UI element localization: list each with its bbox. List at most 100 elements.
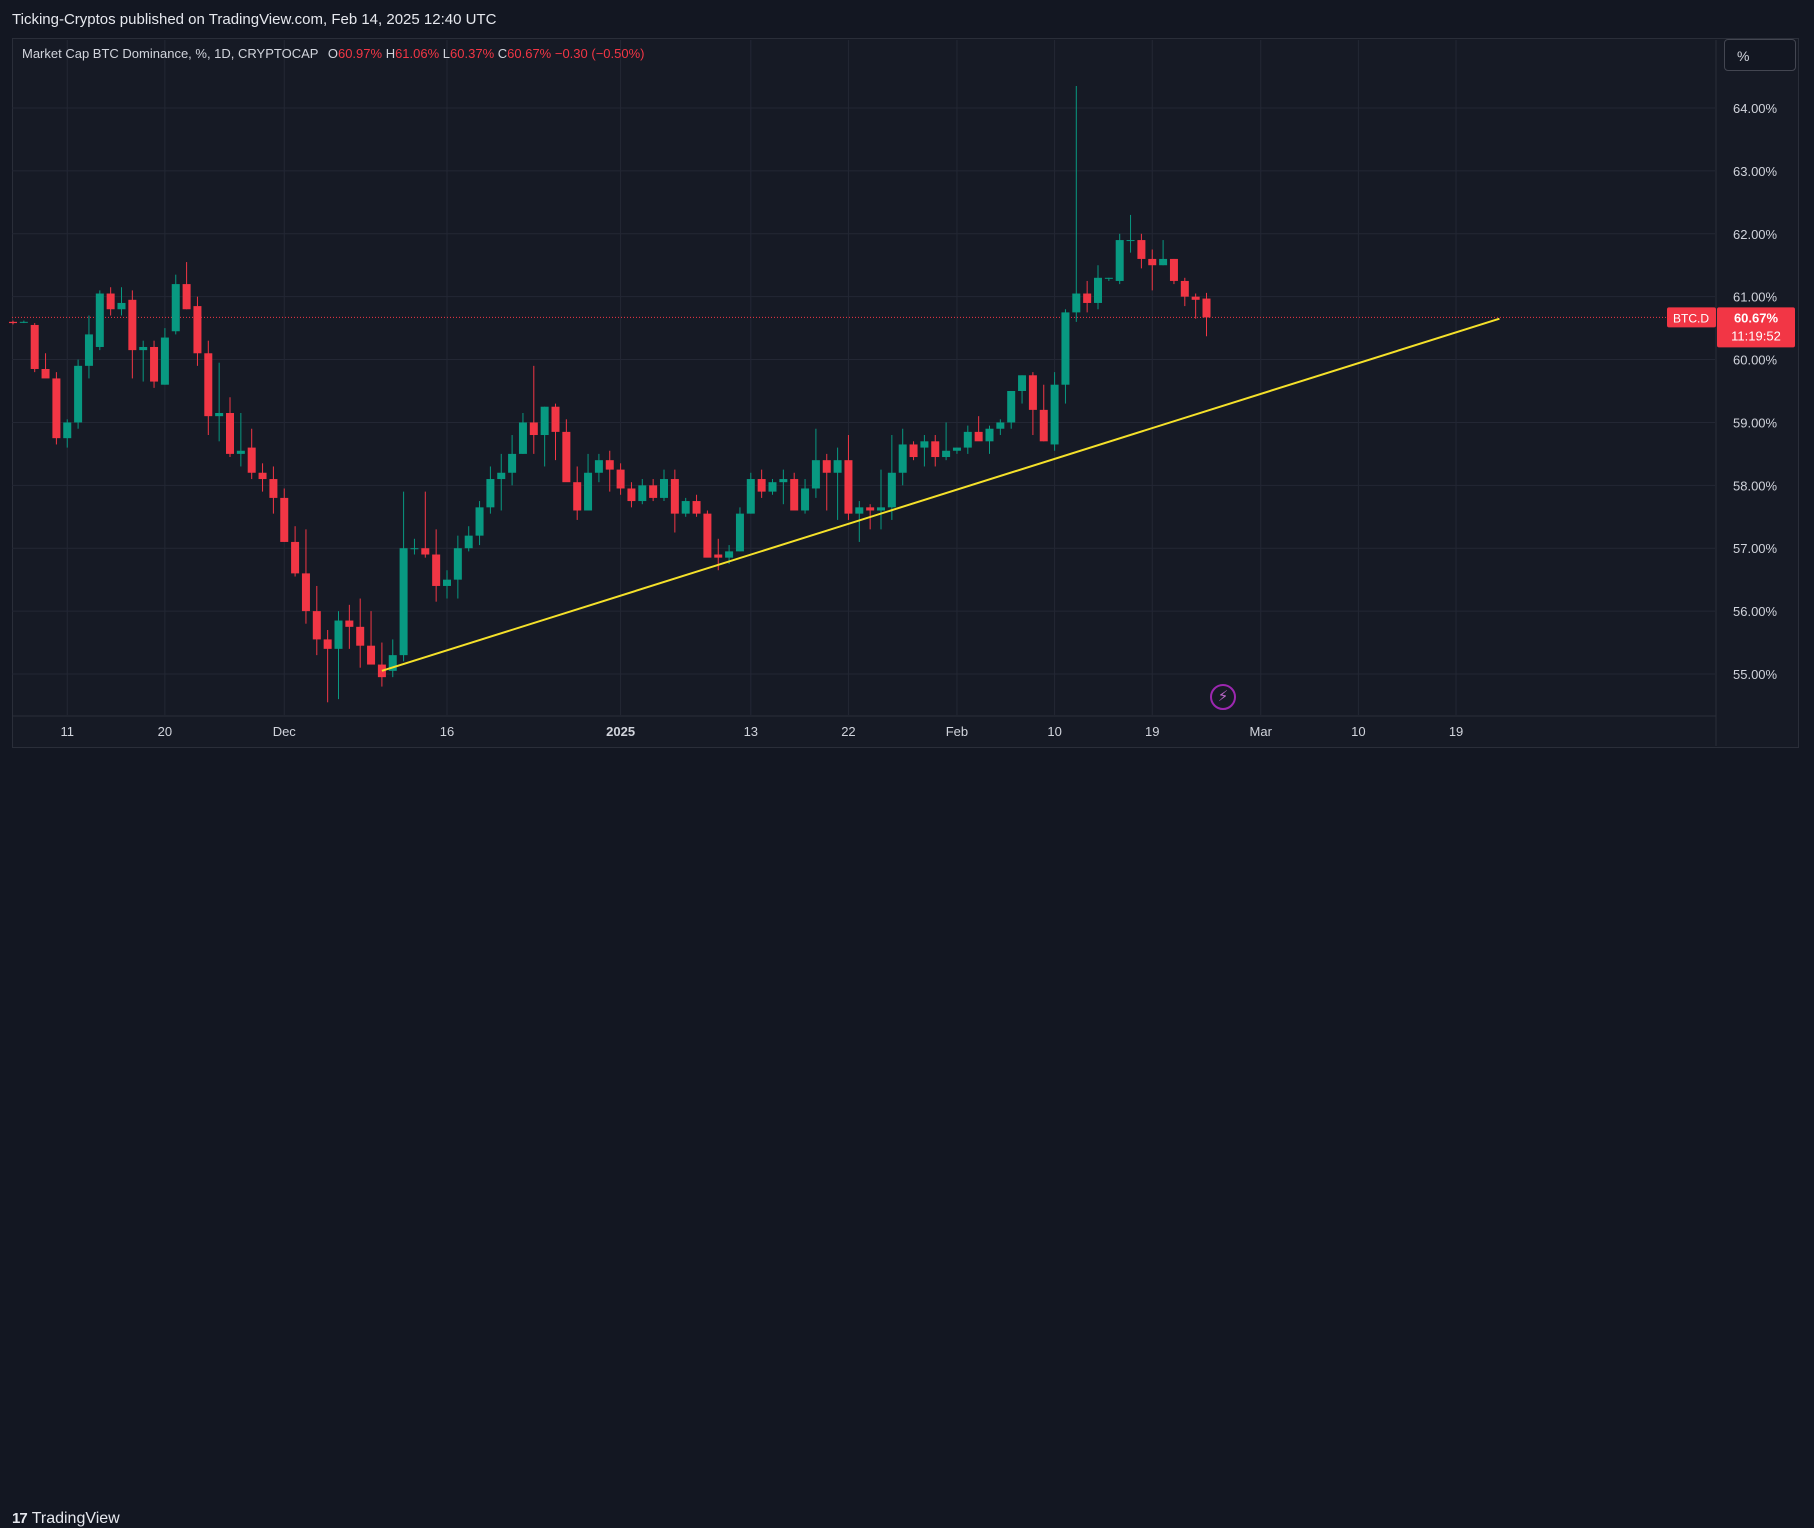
tradingview-brand: TradingView [31,1510,120,1527]
y-tick-label: 60.00% [1733,353,1778,368]
price-scale-unit-button[interactable]: % [1724,39,1796,71]
candle-body [942,450,951,458]
candle-body [258,472,267,480]
candle-body [681,501,690,514]
candle-body [204,353,213,417]
candle-body [1169,258,1178,281]
candle-body [725,551,734,558]
symbol-tag: BTC.D [1673,311,1709,325]
candle-body [1202,298,1211,318]
candle-body [41,368,50,379]
x-tick-label: Feb [946,724,968,739]
candle-body [356,626,365,646]
candle-body [1104,277,1113,279]
candle-body [866,507,875,511]
candle-body [703,513,712,558]
symbol-tag-bg [1667,307,1716,328]
x-tick-label: 16 [440,724,454,739]
candle-body [291,541,300,574]
candle-body [551,406,560,432]
candle-body [768,482,777,492]
x-tick-label: 19 [1449,724,1463,739]
candle-body [247,447,256,473]
candle-body [1137,240,1146,259]
candle-body [9,321,17,324]
candle-body [844,460,853,514]
candle-body [877,507,885,511]
price-tag-bg [1717,307,1795,348]
candle-body [160,337,169,385]
candle-body [443,579,451,586]
candle-body [1018,375,1027,391]
candle-body [367,645,376,665]
candle-body [128,299,137,351]
candle-body [30,324,39,369]
chart-pane[interactable] [12,38,1799,748]
candle-body [486,479,495,508]
candle-body [1094,277,1102,303]
candle-body [1191,296,1200,300]
candle-body [1061,312,1070,385]
candle-body [996,422,1005,429]
candle-body [117,302,126,310]
lightning-icon[interactable]: ⚡ [1210,684,1236,710]
y-tick-label: 61.00% [1733,290,1778,305]
legend-symbol: Market Cap BTC Dominance, %, 1D, CRYPTOC… [22,46,319,61]
candle-body [855,507,864,514]
x-tick-label: 20 [158,724,172,739]
candle-body [410,548,419,550]
candle-body [735,513,744,552]
candle-body [931,441,940,458]
candle-body [974,431,983,442]
x-tick-label: 10 [1351,724,1365,739]
candle-body [963,431,972,448]
x-tick-label: 22 [841,724,855,739]
candle-body [226,413,234,454]
candle-body [421,548,430,555]
candle-body [432,554,441,586]
candle-body [171,284,180,332]
x-tick-label: 13 [744,724,758,739]
symbol-legend: Market Cap BTC Dominance, %, 1D, CRYPTOC… [22,46,644,61]
legend-low-label: L [442,46,451,61]
candle-body [475,507,484,536]
price-tag-value: 60.67% [1734,310,1779,325]
candle-body [909,444,918,458]
legend-high-value: 61.06% [395,46,440,61]
legend-change: −0.30 (−0.50%) [554,46,645,61]
legend-low-value: 60.37% [450,46,495,61]
candle-body [714,554,723,558]
candle-body [508,453,517,473]
candlestick-chart[interactable]: 55.00% 56.00% 57.00% 58.00% 59.00% 60.00% 61.0… [0,0,1814,748]
candle-body [746,479,755,514]
candle-body [345,620,354,627]
y-tick-label: 64.00% [1733,101,1778,116]
candle-body [334,620,343,649]
candle-body [822,460,831,473]
candle-body [952,447,961,451]
candle-body [529,422,538,436]
y-tick-label: 59.00% [1733,415,1778,430]
candle-body [453,548,462,580]
y-tick-label: 63.00% [1733,164,1778,179]
tradingview-logo[interactable]: 17 TradingView [12,1510,120,1528]
candle-body [616,469,625,489]
candle-body [323,639,332,649]
candle-body [84,334,93,366]
legend-close-label: C [497,46,508,61]
candle-body [1115,240,1124,281]
tradingview-logo-icon: 17 [12,1510,28,1527]
candle-body [594,460,603,473]
candle-body [63,422,72,439]
candle-body [1039,409,1048,442]
candle-body [692,501,701,514]
candle-body [497,472,506,480]
candle-body [19,321,28,323]
candle-body [518,422,527,454]
y-tick-label: 56.00% [1733,604,1778,619]
candle-body [779,479,788,483]
candle-body [811,460,820,489]
legend-close-value: 60.67% [507,46,552,61]
candle-body [193,306,202,354]
candle-body [95,293,104,347]
